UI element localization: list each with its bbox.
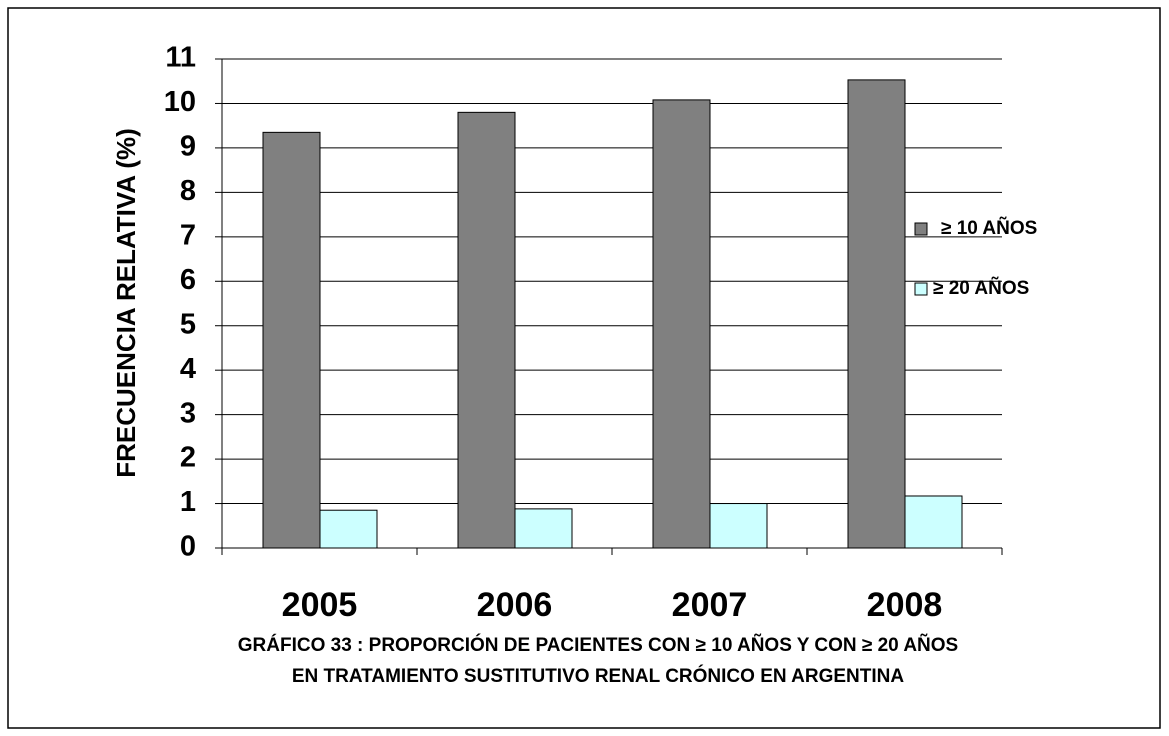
y-tick-label: 11 bbox=[165, 42, 196, 74]
y-tick-label: 10 bbox=[164, 86, 196, 118]
y-tick-label: 1 bbox=[180, 486, 196, 518]
y-tick-label: 3 bbox=[180, 397, 196, 429]
legend-swatch bbox=[914, 282, 928, 296]
legend-label: ≥ 20 AÑOS bbox=[933, 277, 1029, 299]
y-tick-label: 2 bbox=[180, 442, 196, 474]
bar bbox=[319, 509, 378, 549]
caption-line: EN TRATAMIENTO SUSTITUTIVO RENAL CRÓNICO… bbox=[292, 665, 905, 687]
bar bbox=[709, 503, 768, 549]
y-tick-label: 6 bbox=[180, 264, 196, 296]
bar bbox=[847, 79, 906, 549]
x-tick-label: 2006 bbox=[477, 586, 553, 624]
y-tick-label: 8 bbox=[180, 175, 196, 207]
x-tick-label: 2007 bbox=[672, 586, 748, 624]
bar bbox=[652, 99, 711, 549]
bar bbox=[904, 495, 963, 549]
bar bbox=[457, 111, 516, 549]
y-tick-label: 4 bbox=[180, 353, 196, 385]
legend-label: ≥ 10 AÑOS bbox=[941, 217, 1037, 239]
x-tick-label: 2008 bbox=[867, 586, 943, 624]
chart-frame bbox=[7, 7, 1161, 729]
bar bbox=[262, 131, 321, 549]
bar bbox=[514, 508, 573, 549]
y-tick-label: 9 bbox=[180, 131, 196, 163]
y-tick-label: 5 bbox=[180, 308, 196, 340]
y-tick-label: 7 bbox=[180, 219, 196, 251]
legend-swatch bbox=[914, 222, 928, 236]
x-tick-label: 2005 bbox=[282, 586, 358, 624]
y-tick-label: 0 bbox=[180, 531, 196, 563]
y-axis-label: FRECUENCIA RELATIVA (%) bbox=[111, 128, 141, 478]
caption-line: GRÁFICO 33 : PROPORCIÓN DE PACIENTES CON… bbox=[238, 634, 958, 656]
